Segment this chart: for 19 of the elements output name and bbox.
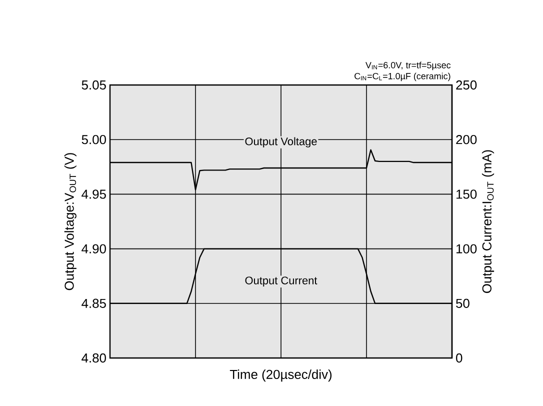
y-axis-title: Output Voltage:V$_{OUT}$ (V) bbox=[64, 153, 76, 290]
y-tick-label: 5.00 bbox=[82, 135, 106, 144]
y-tick-label: 4.80 bbox=[82, 353, 106, 363]
y2-tick-label: 100 bbox=[456, 244, 477, 254]
y2-tick-label: 0 bbox=[456, 353, 462, 363]
y-tick-label: 5.05 bbox=[82, 80, 106, 90]
x-axis-title: Time (20µsec/div) bbox=[230, 369, 332, 382]
y2-tick-label: 150 bbox=[456, 190, 477, 199]
y2-tick-label: 250 bbox=[456, 80, 477, 90]
text: Output Current bbox=[245, 276, 318, 287]
y2-tick-label: 50 bbox=[456, 298, 470, 308]
y2-axis-title: Output Current:I$_{OUT}$ (mA) bbox=[482, 150, 494, 293]
y-tick-label: 4.90 bbox=[82, 244, 106, 254]
y2-tick-label: 200 bbox=[456, 135, 477, 144]
series-label: Output Voltage bbox=[245, 137, 317, 148]
y-tick-label: 4.95 bbox=[82, 190, 106, 199]
text: C$_{IN}$=C$_{L}$=1.0µF (ceramic) bbox=[354, 72, 450, 82]
text: V$_{IN}$=6.0V, tr=tf=5µsec bbox=[366, 62, 451, 70]
y-tick-label: 4.85 bbox=[82, 298, 106, 308]
